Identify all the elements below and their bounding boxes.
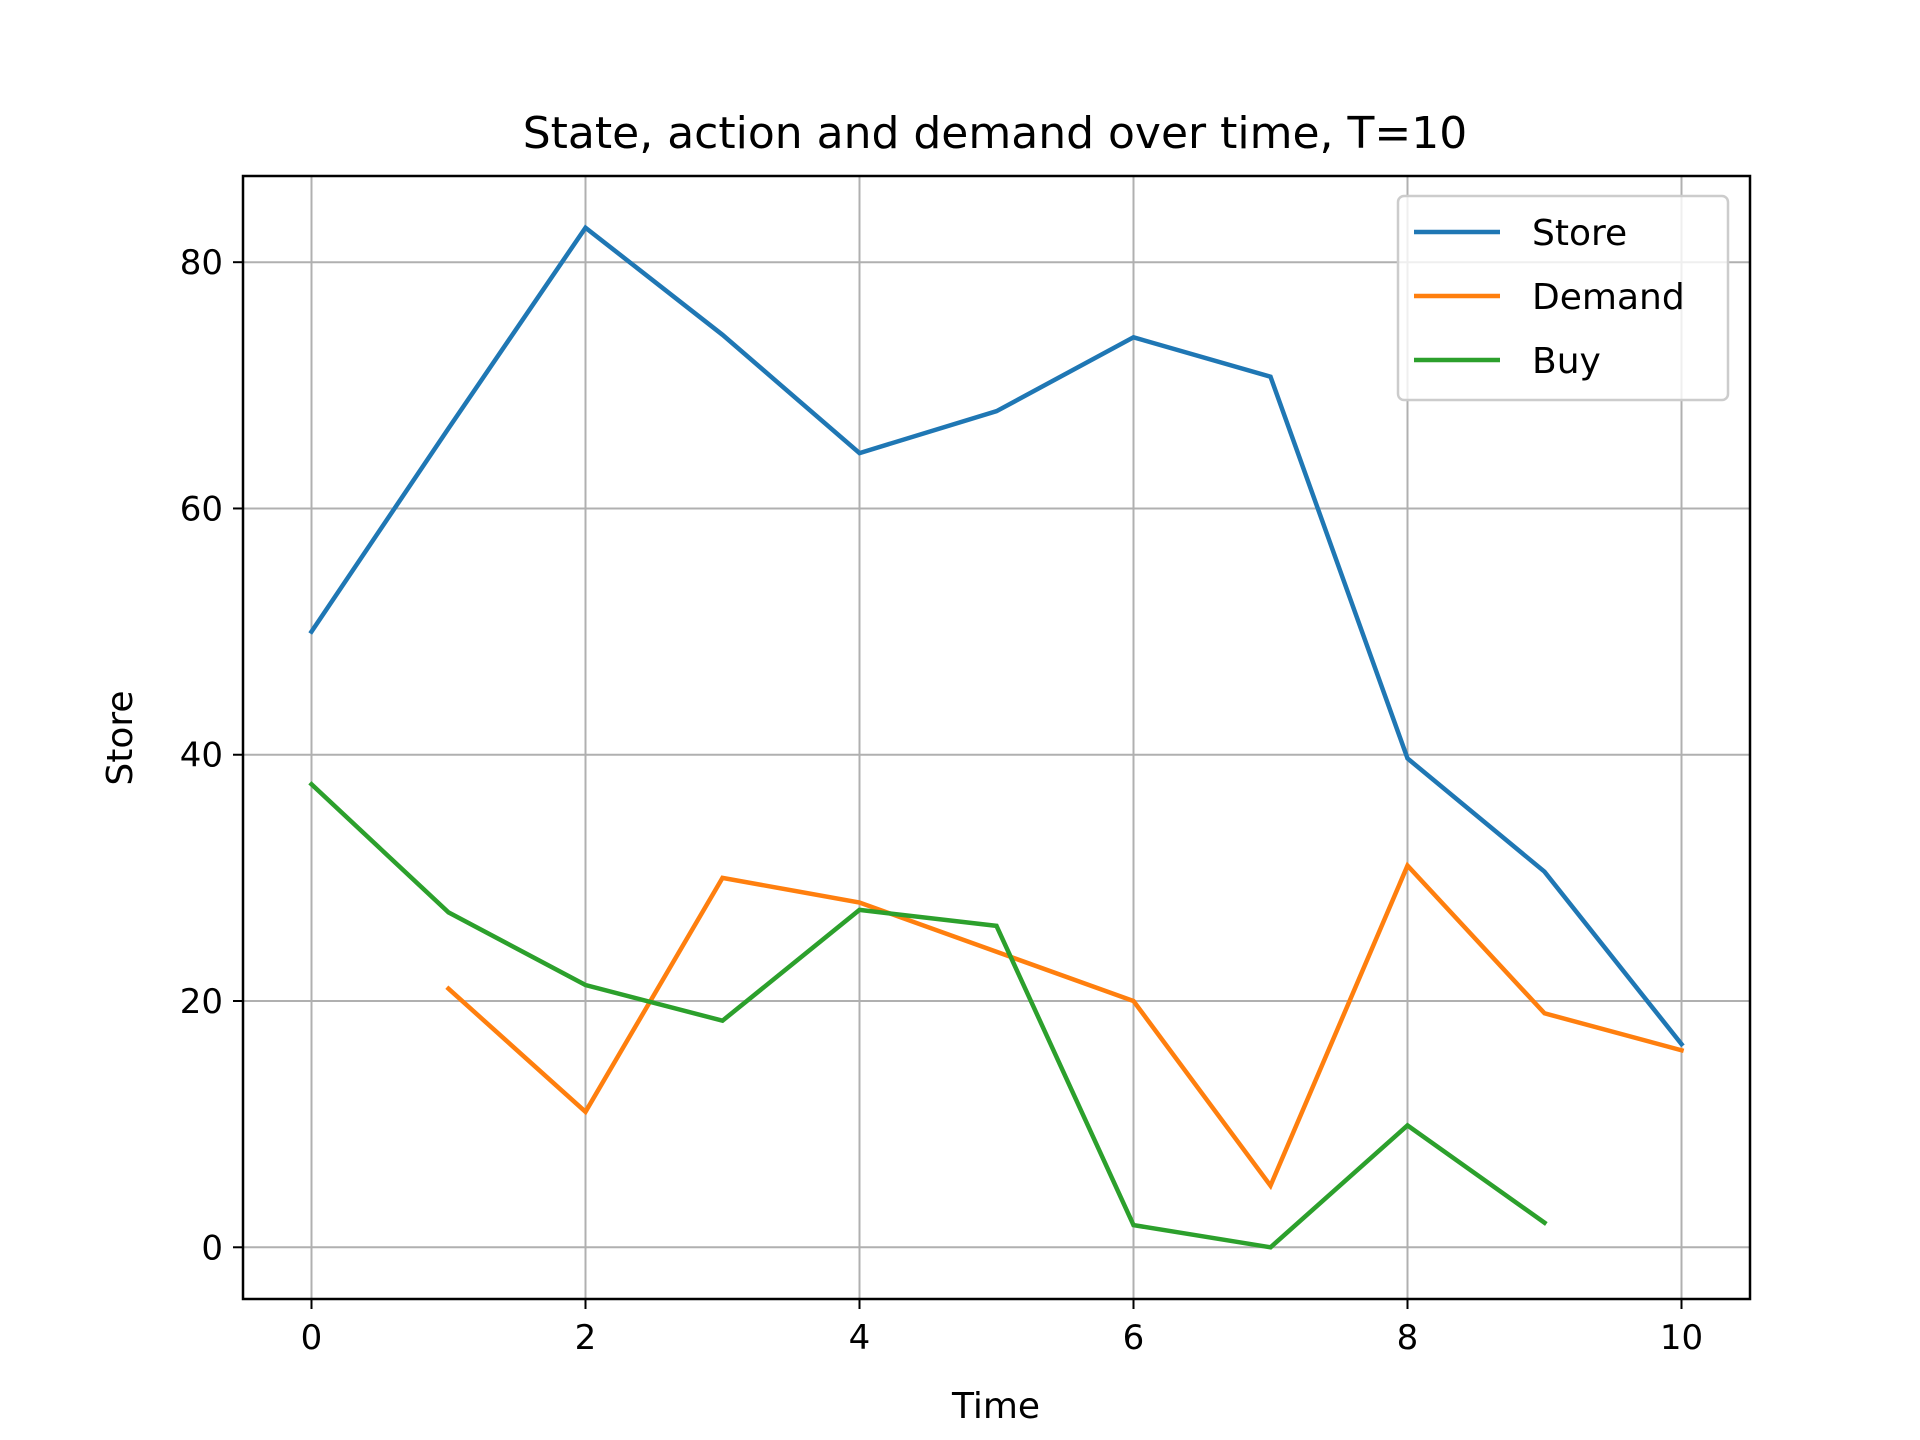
x-tick-label: 0 xyxy=(301,1318,323,1358)
x-axis: 0 2 4 6 8 10 xyxy=(301,1299,1703,1358)
legend-label-store: Store xyxy=(1532,213,1627,254)
y-tick-label: 20 xyxy=(180,982,223,1022)
y-tick-label: 80 xyxy=(180,243,223,283)
legend-box xyxy=(1396,194,1730,402)
series-line-store xyxy=(308,224,1685,1048)
legend-label-demand: Demand xyxy=(1532,277,1685,318)
legend-label-buy: Buy xyxy=(1532,341,1601,382)
y-tick-label: 60 xyxy=(180,489,223,529)
y-axis-label: Store xyxy=(100,690,141,785)
series-lines xyxy=(308,224,1685,1250)
legend: Store Demand Buy xyxy=(1396,194,1730,402)
x-tick-label: 10 xyxy=(1660,1318,1703,1358)
x-tick-label: 4 xyxy=(849,1318,871,1358)
series-line-buy xyxy=(308,781,1548,1250)
y-tick-label: 40 xyxy=(180,736,223,776)
x-tick-label: 8 xyxy=(1397,1318,1419,1358)
series-line-demand xyxy=(445,861,1685,1191)
x-axis-label: Time xyxy=(951,1386,1040,1427)
x-tick-label: 6 xyxy=(1123,1318,1145,1358)
x-tick-label: 2 xyxy=(575,1318,597,1358)
y-axis: 0 20 40 60 80 xyxy=(180,243,243,1268)
plot-frame xyxy=(241,174,1752,1301)
y-tick-label: 0 xyxy=(201,1228,223,1268)
chart-title: State, action and demand over time, T=10 xyxy=(523,108,1467,159)
